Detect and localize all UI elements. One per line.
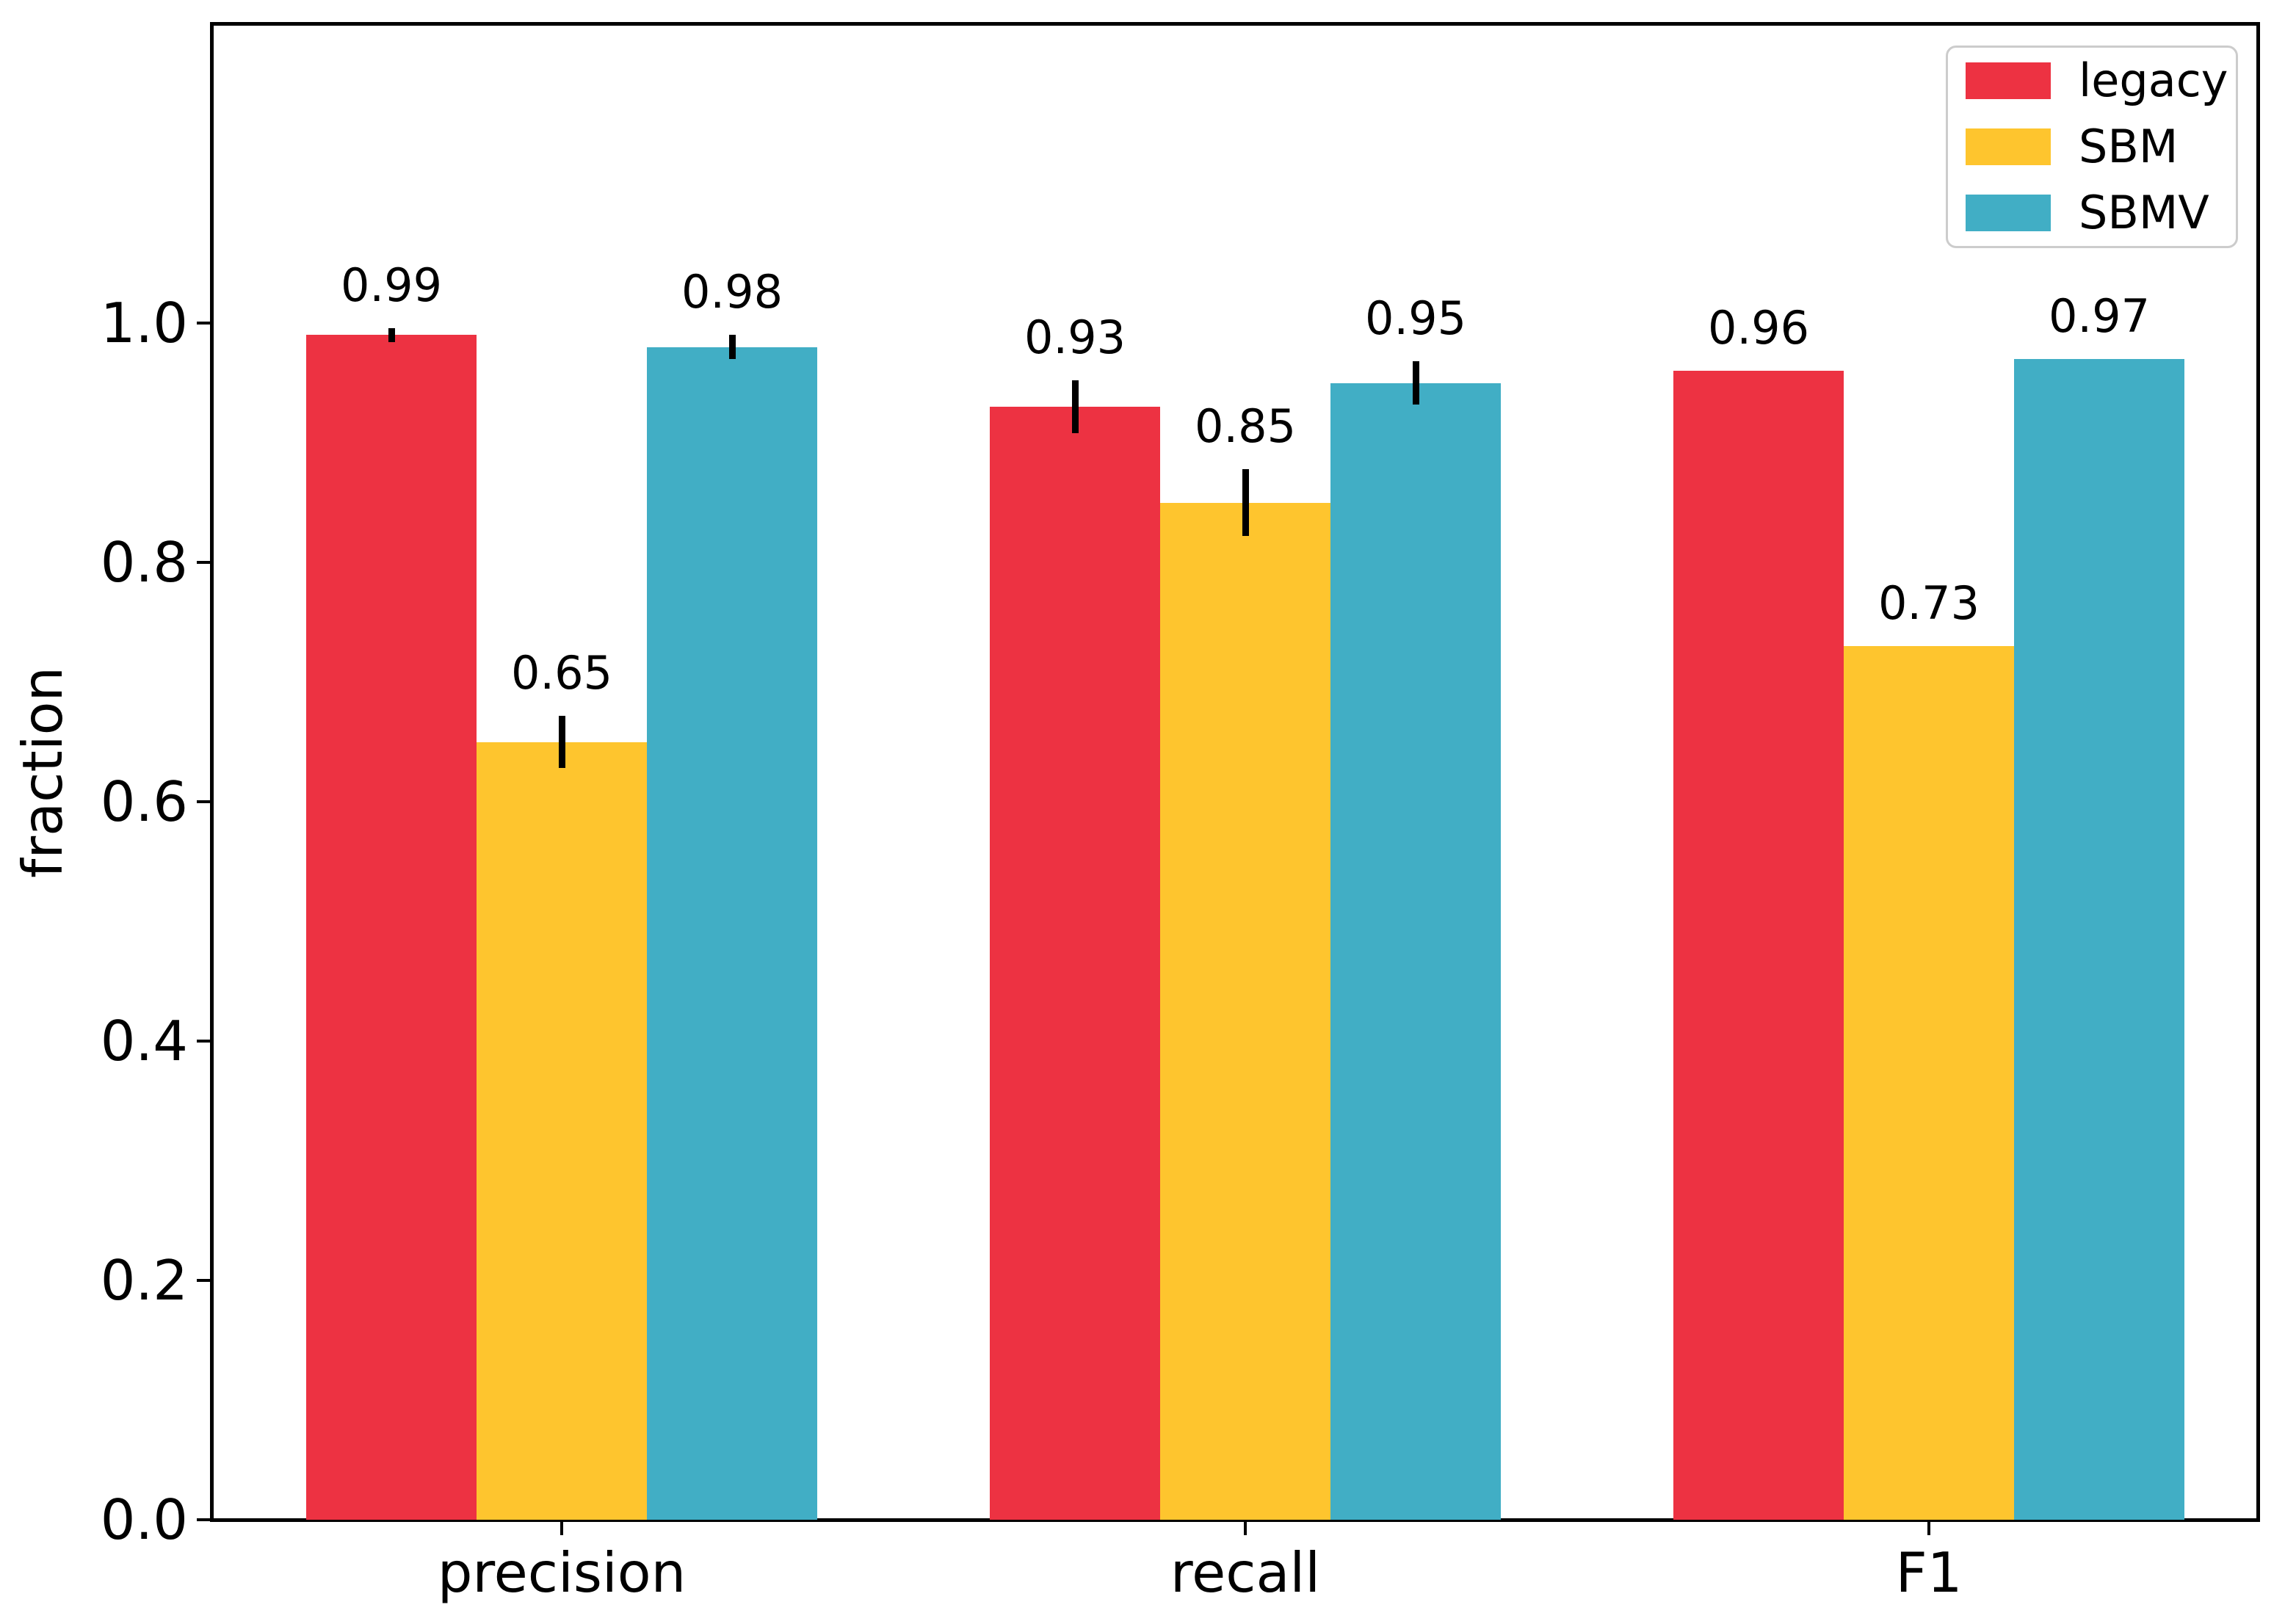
error-bar-SBMV-recall (1412, 361, 1419, 405)
plot-spine-left (210, 22, 214, 1522)
y-tick (197, 1279, 210, 1282)
y-tick-label: 0.8 (100, 530, 188, 595)
x-tick (1244, 1522, 1247, 1535)
value-label-SBM-F1: 0.73 (1877, 576, 1980, 631)
y-tick (197, 1040, 210, 1043)
x-tick (1927, 1522, 1930, 1535)
y-tick-label: 0.2 (100, 1248, 188, 1313)
bar-SBM-F1 (1844, 646, 2014, 1520)
plot-spine-bottom (210, 1518, 2260, 1522)
legend-swatch-SBM (1966, 128, 2051, 165)
value-label-SBM-recall: 0.85 (1194, 399, 1297, 453)
y-axis-label: fraction (10, 666, 75, 879)
bar-legacy-F1 (1673, 371, 1844, 1520)
legend-item-legacy: legacy (1948, 48, 2236, 114)
bar-SBM-precision (477, 742, 647, 1520)
y-tick (197, 322, 210, 325)
legend: legacy SBM SBMV (1946, 46, 2238, 248)
value-label-SBM-precision: 0.65 (510, 645, 613, 700)
error-bar-SBM-precision (558, 715, 565, 769)
x-tick (560, 1522, 563, 1535)
legend-label-SBMV: SBMV (2079, 186, 2209, 239)
x-tick-label-F1: F1 (1895, 1540, 1963, 1605)
error-bar-legacy-recall (1071, 380, 1079, 433)
value-label-SBMV-precision: 0.98 (681, 265, 783, 319)
value-label-legacy-recall: 0.93 (1024, 311, 1126, 365)
plot-spine-right (2256, 22, 2260, 1522)
legend-label-SBM: SBM (2079, 120, 2179, 173)
bar-SBM-recall (1160, 502, 1330, 1520)
x-tick-label-precision: precision (437, 1540, 687, 1605)
value-label-SBMV-recall: 0.95 (1364, 291, 1467, 346)
y-tick (197, 561, 210, 564)
error-bar-SBMV-precision (728, 335, 736, 359)
value-label-legacy-precision: 0.99 (340, 258, 443, 312)
error-bar-legacy-precision (388, 327, 395, 343)
value-label-SBMV-F1: 0.97 (2048, 289, 2151, 343)
legend-swatch-SBMV (1966, 195, 2051, 231)
legend-label-legacy: legacy (2079, 54, 2228, 107)
bar-legacy-precision (306, 335, 477, 1520)
legend-item-SBMV: SBMV (1948, 180, 2236, 246)
bar-SBMV-F1 (2014, 358, 2184, 1520)
y-tick (197, 1518, 210, 1521)
bar-SBMV-recall (1330, 383, 1501, 1520)
x-tick-label-recall: recall (1170, 1540, 1321, 1605)
legend-item-SBM: SBM (1948, 114, 2236, 180)
y-tick (197, 800, 210, 803)
error-bar-SBM-recall (1242, 468, 1249, 537)
value-label-legacy-F1: 0.96 (1707, 301, 1810, 355)
plot-spine-top (210, 22, 2260, 26)
y-tick-label: 0.0 (100, 1487, 188, 1552)
y-tick-label: 1.0 (100, 291, 188, 355)
y-tick-label: 0.4 (100, 1009, 188, 1073)
bar-legacy-recall (990, 407, 1160, 1520)
legend-swatch-legacy (1966, 62, 2051, 99)
y-tick-label: 0.6 (100, 769, 188, 834)
bar-SBMV-precision (647, 347, 817, 1520)
